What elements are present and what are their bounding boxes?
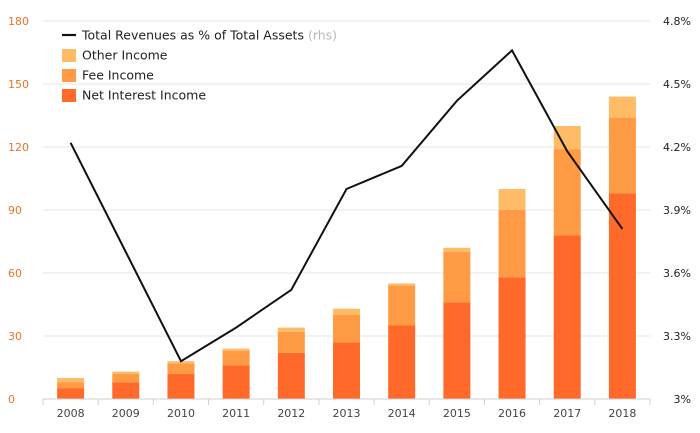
- y-left-tick-label: 180: [8, 15, 29, 28]
- y-left-tick-label: 150: [8, 78, 29, 91]
- y-right-tick-label: 3.9%: [663, 204, 691, 217]
- y-right-tick-label: 3%: [674, 393, 691, 406]
- bar-net-interest-income: [498, 277, 526, 399]
- bar-fee-income: [553, 149, 581, 236]
- x-tick-label: 2010: [167, 407, 195, 420]
- bar-net-interest-income: [222, 365, 250, 399]
- legend-label: Other Income: [82, 48, 168, 63]
- stacked-bars: [57, 96, 636, 399]
- legend-swatch: [62, 69, 76, 82]
- y-left-tick-label: 90: [8, 204, 22, 217]
- x-tick-label: 2015: [443, 407, 471, 420]
- y-left-tick-label: 60: [8, 267, 22, 280]
- bar-net-interest-income: [57, 388, 85, 399]
- bar-fee-income: [222, 350, 250, 366]
- legend-label: Fee Income: [82, 68, 154, 83]
- bar-fee-income: [333, 315, 360, 343]
- bar-fee-income: [112, 373, 140, 383]
- x-tick-label: 2008: [57, 407, 85, 420]
- revenue-ratio-line: [69, 48, 624, 363]
- x-tick-label: 2017: [553, 407, 581, 420]
- legend-label-line: Total Revenues as % of Total Assets (rhs…: [81, 28, 337, 43]
- bar-other-income: [222, 348, 250, 351]
- bar-other-income: [277, 327, 305, 332]
- bar-fee-income: [608, 117, 636, 194]
- bar-other-income: [57, 378, 85, 383]
- y-left-tick-label: 0: [8, 393, 15, 406]
- x-tick-label: 2011: [222, 407, 250, 420]
- y-right-tick-label: 3.3%: [663, 330, 691, 343]
- y-left-tick-label: 30: [8, 330, 22, 343]
- legend-swatch: [62, 49, 76, 62]
- bar-net-interest-income: [112, 382, 140, 399]
- bar-net-interest-income: [388, 325, 416, 399]
- axes: 2008 2009 2010 2011 2012 2013 2014 2015 2016 2017…: [8, 15, 691, 420]
- bar-other-income: [388, 283, 416, 286]
- bar-fee-income: [498, 210, 526, 278]
- bar-net-interest-income: [608, 193, 636, 399]
- y-right-tick-label: 4.2%: [663, 141, 691, 154]
- x-tick-label: 2013: [333, 407, 361, 420]
- bar-fee-income: [443, 252, 471, 303]
- bar-other-income: [112, 371, 140, 374]
- bar-fee-income: [57, 382, 85, 389]
- legend-label: Net Interest Income: [82, 88, 206, 103]
- x-tick-label: 2012: [277, 407, 305, 420]
- x-tick-label: 2018: [608, 407, 636, 420]
- y-right-tick-label: 4.5%: [663, 78, 691, 91]
- bar-other-income: [553, 126, 581, 150]
- bar-net-interest-income: [277, 352, 305, 399]
- bar-net-interest-income: [167, 373, 195, 399]
- bar-fee-income: [277, 331, 305, 353]
- legend-rhs-note: (rhs): [308, 28, 337, 43]
- y-right-tick-label: 4.8%: [663, 15, 691, 28]
- legend: Total Revenues as % of Total Assets (rhs…: [62, 28, 337, 103]
- bar-net-interest-income: [553, 235, 581, 399]
- x-tick-label: 2009: [112, 407, 140, 420]
- gridlines: [43, 20, 650, 337]
- bar-other-income: [608, 96, 636, 118]
- legend-swatch: [62, 89, 76, 102]
- x-tick-label: 2014: [388, 407, 416, 420]
- bar-other-income: [443, 247, 471, 252]
- bar-net-interest-income: [333, 342, 360, 399]
- bar-other-income: [498, 189, 526, 210]
- y-right-tick-label: 3.6%: [663, 267, 691, 280]
- line-series-path: [69, 48, 624, 363]
- x-tick-label: 2016: [498, 407, 526, 420]
- bar-net-interest-income: [443, 302, 471, 399]
- bar-fee-income: [167, 363, 195, 374]
- y-left-tick-label: 120: [8, 141, 29, 154]
- bar-fee-income: [388, 285, 416, 326]
- bar-other-income: [333, 308, 360, 315]
